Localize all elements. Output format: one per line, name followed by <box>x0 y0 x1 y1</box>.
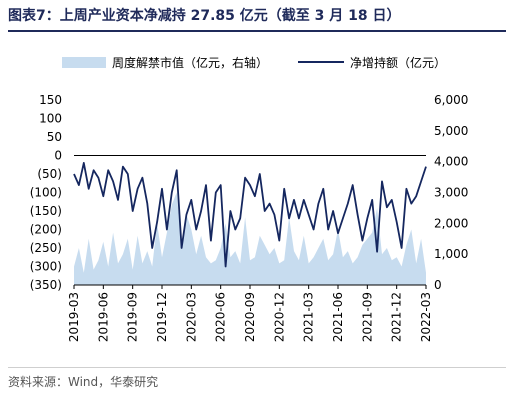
series-area-unlock-value <box>74 192 426 285</box>
x-tick-label: 2019-09 <box>126 292 140 342</box>
y-left-tick-label: (250) <box>30 241 62 255</box>
x-tick-label: 2020-03 <box>184 292 198 342</box>
x-tick-label: 2019-03 <box>67 292 81 342</box>
y-left-tick-label: 100 <box>39 112 62 126</box>
x-tick-label: 2021-12 <box>390 292 404 342</box>
y-right-tick-label: 3,000 <box>434 186 468 200</box>
x-tick-label: 2020-09 <box>243 292 257 342</box>
y-right-tick-label: 1,000 <box>434 247 468 261</box>
chart-title: 图表7：上周产业资本净减持 27.85 亿元（截至 3 月 18 日） <box>8 8 401 24</box>
y-right-tick-label: 6,000 <box>434 93 468 107</box>
y-left-tick-label: (100) <box>30 186 62 200</box>
y-left-tick-label: (150) <box>30 204 62 218</box>
y-right-tick-label: 0 <box>434 278 442 292</box>
y-left-tick-label: (50) <box>37 167 62 181</box>
line-layer <box>73 162 427 268</box>
legend-label-area: 周度解禁市值（亿元，右轴） <box>112 55 268 70</box>
x-tick-label: 2020-12 <box>272 292 286 342</box>
y-left-tick-label: (200) <box>30 223 62 237</box>
title-underline <box>8 30 506 32</box>
y-right-tick-label: 5,000 <box>434 124 468 138</box>
y-left-tick-label: 150 <box>39 93 62 107</box>
x-tick-label: 2019-06 <box>96 292 110 342</box>
y-left-tick-label: (350) <box>30 278 62 292</box>
legend-label-line: 净增持额（亿元） <box>350 55 446 70</box>
y-right-tick-label: 4,000 <box>434 155 468 169</box>
x-tick-label: 2021-06 <box>331 292 345 342</box>
x-tick-label: 2021-09 <box>360 292 374 342</box>
source-note: 资料来源：Wind，华泰研究 <box>8 375 159 389</box>
area-layer <box>74 192 426 285</box>
x-tick-label: 2021-03 <box>302 292 316 342</box>
x-tick-label: 2022-03 <box>419 292 433 342</box>
axis-layer: 150 100 50 0 (50) (100) (150) (200) (250) (300) (3… <box>30 93 469 342</box>
chart: 150 100 50 0 (50) (100) (150) (200) (250) (300) (3… <box>30 55 469 342</box>
legend: 周度解禁市值（亿元，右轴） 净增持额（亿元） <box>62 55 446 70</box>
source-divider <box>8 367 506 368</box>
x-tick-label: 2020-06 <box>214 292 228 342</box>
y-left-tick-label: 0 <box>54 149 62 163</box>
y-right-tick-label: 2,000 <box>434 216 468 230</box>
y-left-tick-label: (300) <box>30 260 62 274</box>
y-left-tick-label: 50 <box>47 130 62 144</box>
series-line-net-increase <box>73 162 427 268</box>
legend-swatch-area <box>62 57 106 68</box>
x-tick-label: 2019-12 <box>155 292 169 342</box>
